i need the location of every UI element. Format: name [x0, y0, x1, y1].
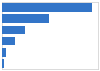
Bar: [2, 37, 15, 45]
Bar: [2, 26, 25, 34]
Bar: [2, 59, 4, 68]
Bar: [2, 14, 49, 23]
Bar: [2, 48, 6, 57]
Bar: [2, 3, 92, 12]
